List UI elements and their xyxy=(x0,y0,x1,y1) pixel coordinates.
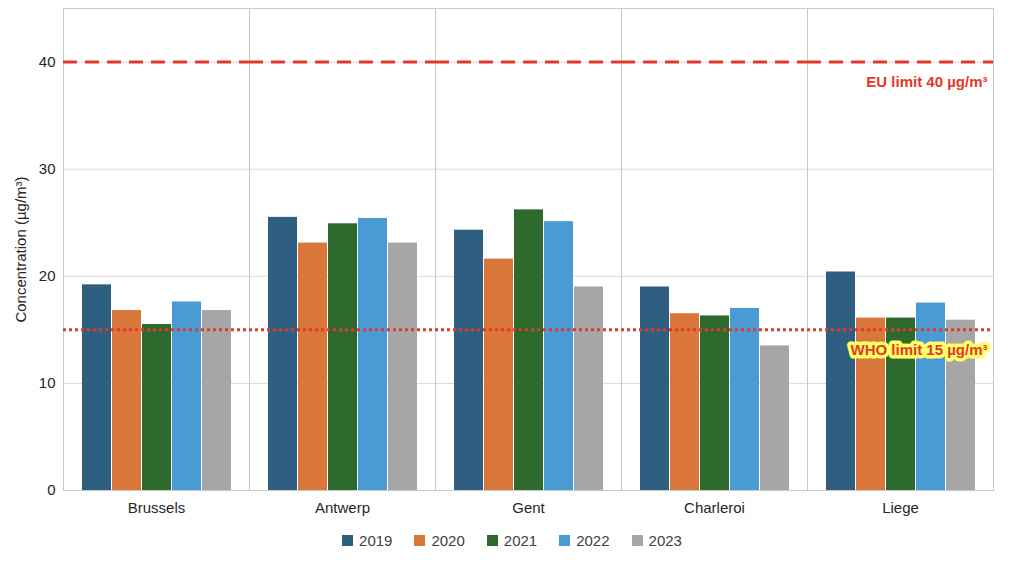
svg-text:30: 30 xyxy=(39,160,56,177)
html-text:2019: 2019 xyxy=(359,532,393,549)
html-text:2020: 2020 xyxy=(431,532,465,549)
svg-text:WHO limit 15 µg/m³: WHO limit 15 µg/m³ xyxy=(851,341,988,358)
svg-text:Charleroi: Charleroi xyxy=(684,499,745,516)
svg-text:Gent: Gent xyxy=(512,499,545,516)
svg-text:40: 40 xyxy=(39,53,56,70)
svg-text:EU limit 40 µg/m³: EU limit 40 µg/m³ xyxy=(866,73,987,90)
svg-text:0: 0 xyxy=(47,481,55,498)
svg-text:Concentration (µg/m³): Concentration (µg/m³) xyxy=(12,176,29,322)
svg-text:10: 10 xyxy=(39,374,56,391)
svg-text:20: 20 xyxy=(39,267,56,284)
html-text:2022: 2022 xyxy=(576,532,610,549)
html-text:2023: 2023 xyxy=(648,532,682,549)
svg-text:Brussels: Brussels xyxy=(128,499,186,516)
svg-text:Liege: Liege xyxy=(882,499,919,516)
svg-text:Antwerp: Antwerp xyxy=(315,499,370,516)
html-text:2021: 2021 xyxy=(503,532,538,549)
